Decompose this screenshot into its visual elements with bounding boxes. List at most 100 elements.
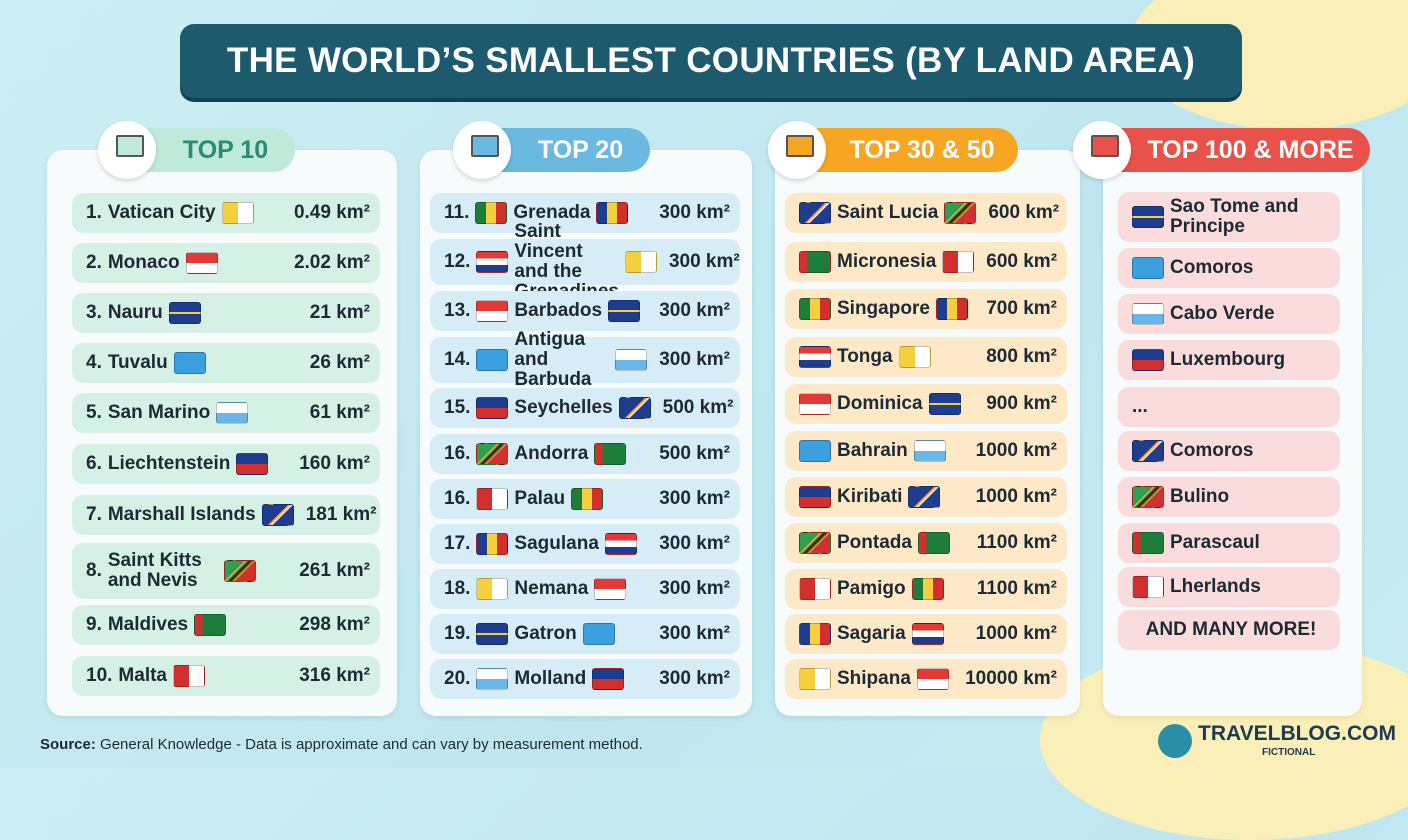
area: 298 km² <box>299 614 370 635</box>
area: 316 km² <box>299 665 370 686</box>
list-row: 12. Saint Vincent and the Grenadines 300 k… <box>430 222 740 301</box>
flag-icon <box>786 135 814 157</box>
list-row: 15. Seychelles 500 km² <box>430 388 740 428</box>
list-row: Cabo Verde <box>1118 294 1340 334</box>
flag <box>592 668 625 690</box>
list-row: 11. Grenada 300 km² <box>430 193 740 233</box>
flag <box>799 298 831 320</box>
flag <box>799 346 831 368</box>
brand-logo <box>1158 724 1192 758</box>
country-name: Comoros <box>1170 257 1254 279</box>
flag <box>928 393 961 415</box>
country-name: Micronesia <box>837 251 937 273</box>
rank: 5. <box>86 402 102 423</box>
list-row: Lherlands <box>1118 567 1340 607</box>
country-name: Liechtenstein <box>107 453 231 475</box>
flag <box>1132 349 1164 371</box>
flag <box>1132 440 1164 462</box>
flag <box>911 623 944 645</box>
flag <box>917 532 950 554</box>
rank: 10. <box>86 665 113 686</box>
area: 300 km² <box>659 533 730 554</box>
area: 2.02 km² <box>293 252 370 273</box>
flag <box>608 300 641 322</box>
area: 10000 km² <box>965 668 1057 689</box>
country-name: Lherlands <box>1170 576 1261 598</box>
country-name: Parascaul <box>1170 532 1260 554</box>
flag <box>596 202 629 224</box>
rank: 15. <box>444 397 471 418</box>
source-label: Source: <box>40 736 96 753</box>
column-heading: TOP 100 & MORE <box>1085 128 1370 172</box>
list-row: Tonga 800 km² <box>785 337 1067 377</box>
list-row: 14. Antigua and Barbuda 300 km² <box>430 330 740 389</box>
area: 300 km² <box>668 251 740 272</box>
area: 0.49 km² <box>293 202 370 223</box>
flag <box>624 251 657 273</box>
list-row: 5. San Marino 61 km² <box>72 393 380 433</box>
country-name: Malta <box>118 665 167 687</box>
area: 1100 km² <box>976 532 1057 553</box>
area: 300 km² <box>659 349 730 370</box>
flag <box>1132 303 1164 325</box>
flag <box>476 668 509 690</box>
area: 1000 km² <box>975 486 1057 507</box>
list-row: 1. Vatican City 0.49 km² <box>72 193 380 233</box>
list-row: Saint Lucia 600 km² <box>785 193 1067 233</box>
country-name: Pamigo <box>837 578 906 600</box>
flag <box>935 298 968 320</box>
rank: 6. <box>86 453 102 474</box>
rank: 4. <box>86 352 102 373</box>
rank: 20. <box>444 668 471 689</box>
flag <box>1132 257 1164 279</box>
flag <box>1132 532 1164 554</box>
country-name: Nemana <box>514 578 589 600</box>
area: 300 km² <box>659 623 730 644</box>
country-name: Dominica <box>837 393 923 415</box>
flag <box>911 578 944 600</box>
flag <box>261 504 294 526</box>
country-name: Bulino <box>1170 486 1230 508</box>
flag <box>916 668 949 690</box>
country-name: Nauru <box>107 302 163 324</box>
flag <box>476 251 509 273</box>
flag <box>194 614 227 636</box>
area: 1100 km² <box>976 578 1057 599</box>
list-row: Pontada 1100 km² <box>785 523 1067 563</box>
country-name: Maldives <box>107 614 189 636</box>
brand: TRAVELBLOG.COM <box>1198 722 1396 745</box>
flag <box>615 349 648 371</box>
country-name: AND MANY MORE! <box>1145 619 1317 641</box>
area: 26 km² <box>309 352 370 373</box>
country-name: Barbados <box>514 300 603 322</box>
rank: 17. <box>444 533 471 554</box>
flag <box>913 440 946 462</box>
country-name: Saint Lucia <box>837 202 939 224</box>
list-row: Micronesia 600 km² <box>785 242 1067 282</box>
country-name: Palau <box>514 488 566 510</box>
flag <box>799 202 831 224</box>
rank: 3. <box>86 302 102 323</box>
flag-icon <box>116 135 144 157</box>
area: 700 km² <box>986 298 1057 319</box>
list-row: 16. Andorra 500 km² <box>430 434 740 474</box>
flag <box>594 578 627 600</box>
country-name: Saint Vincent and the Grenadines <box>514 221 619 302</box>
rank: 9. <box>86 614 102 635</box>
area: 300 km² <box>659 202 730 223</box>
rank: 2. <box>86 252 102 273</box>
flag-icon <box>1091 135 1119 157</box>
list-row: Singapore 700 km² <box>785 289 1067 329</box>
area: 300 km² <box>659 488 730 509</box>
list-row: 8. Saint Kitts and Nevis 261 km² <box>72 543 380 599</box>
title: THE WORLD’S SMALLEST COUNTRIES (BY LAND … <box>180 24 1242 98</box>
area: 300 km² <box>659 578 730 599</box>
area: 21 km² <box>309 302 370 323</box>
list-row: 20. Molland 300 km² <box>430 659 740 699</box>
flag <box>476 623 509 645</box>
country-name: Bahrain <box>837 440 908 462</box>
list-row: Bulino <box>1118 477 1340 517</box>
rank: 12. <box>444 251 471 272</box>
rank: 16. <box>444 443 471 464</box>
list-row: 13. Barbados 300 km² <box>430 291 740 331</box>
